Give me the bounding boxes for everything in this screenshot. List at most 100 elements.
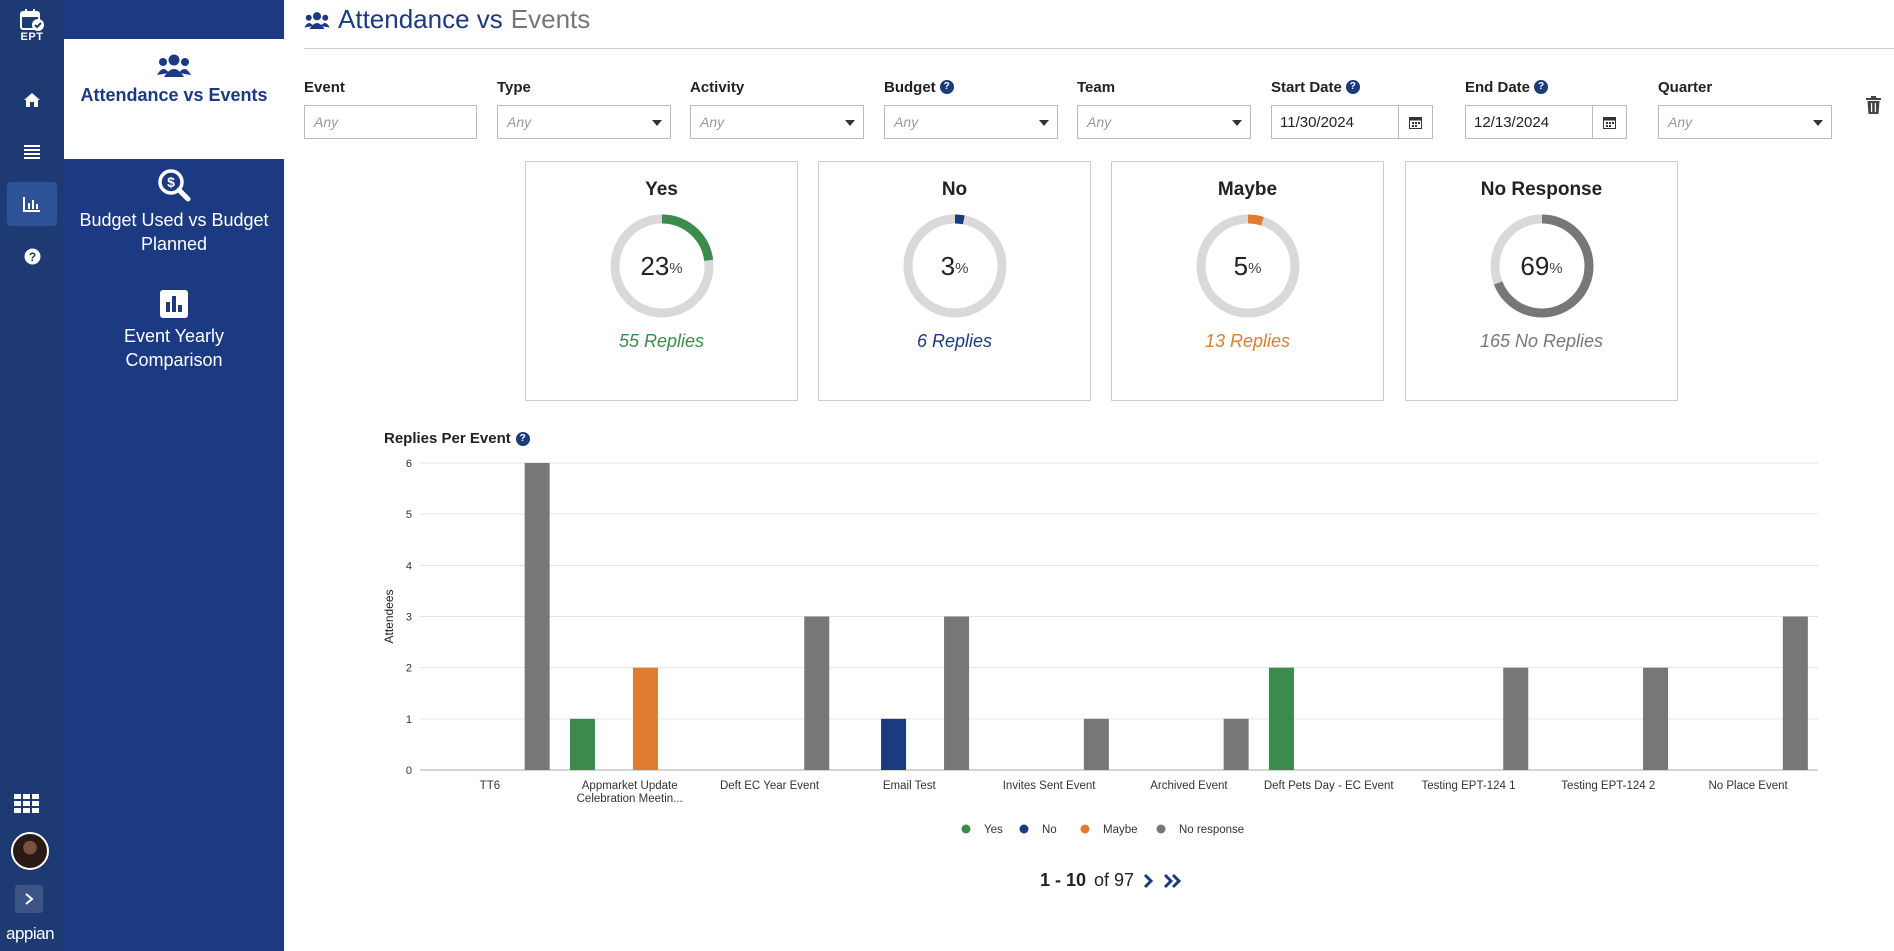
calendar-check-icon [20, 9, 44, 31]
bar-no-response [1503, 667, 1529, 770]
app-rail: EPT ? appian [0, 0, 64, 951]
legend-marker [1156, 824, 1166, 834]
filter-activity: Activity Any [690, 78, 864, 139]
users-icon [304, 11, 330, 29]
bar-no-response [944, 616, 970, 770]
filter-label: Start Date? [1271, 78, 1433, 96]
percent-value: 69 [1520, 250, 1550, 281]
percent-unit: % [955, 260, 969, 277]
event-input[interactable]: Any [304, 105, 477, 139]
page-title-main: Attendance vs [338, 4, 503, 34]
filter-label: Event [304, 78, 345, 96]
summary-card: Maybe 5% 13 Replies [1111, 161, 1384, 401]
card-title: No [941, 179, 968, 200]
percent-value: 5 [1233, 250, 1249, 281]
y-tick-label: 1 [406, 714, 412, 726]
activity-dropdown[interactable]: Any [690, 105, 864, 139]
sidenav-item-budget[interactable]: $ Budget Used vs Budget Planned [64, 168, 284, 278]
y-tick-label: 5 [406, 509, 412, 521]
brand-logo: appian [6, 924, 55, 943]
caret-down-icon [845, 120, 855, 126]
caret-down-icon [1813, 120, 1823, 126]
expand-rail-button[interactable] [15, 885, 43, 913]
team-dropdown[interactable]: Any [1077, 105, 1251, 139]
help-icon[interactable]: ? [1534, 80, 1549, 94]
bar-no-response [804, 616, 830, 770]
card-title: Yes [645, 179, 678, 200]
y-tick-label: 6 [406, 458, 412, 470]
legend-marker [1019, 824, 1029, 834]
filter-start-date: Start Date? 11/30/2024 [1271, 78, 1433, 139]
pager-total: of 97 [1094, 870, 1135, 890]
x-tick-label: Testing EPT-124 2 [1561, 780, 1655, 792]
bar-no [881, 718, 907, 770]
bar-no-response [524, 463, 550, 770]
sidenav-item-label: Event Yearly Comparison [123, 326, 225, 370]
help-icon[interactable]: ? [1345, 80, 1360, 94]
donut-gauge: 69% [1487, 211, 1597, 321]
card-replies: 6 Replies [916, 331, 993, 351]
reports-button[interactable] [7, 182, 57, 226]
caret-down-icon [1232, 120, 1242, 126]
start-date-input[interactable]: 11/30/2024 [1271, 105, 1399, 139]
x-tick-label: Celebration Meetin... [577, 793, 683, 805]
page-title-light: Events [510, 4, 591, 34]
filter-quarter: Quarter Any [1658, 78, 1832, 139]
user-avatar[interactable] [11, 832, 49, 870]
percent-unit: % [1248, 260, 1262, 277]
start-date-picker-button[interactable] [1399, 105, 1433, 139]
clear-filters-button[interactable] [1866, 96, 1881, 119]
replies-per-event-chart: 0 1 2 3 4 5 6 Attendees TT6 Appmarket UpdateCeleb… [382, 458, 1818, 836]
y-tick-label: 2 [406, 663, 412, 675]
filter-label: Type [497, 78, 531, 96]
filter-label: Team [1077, 78, 1116, 96]
legend-label: Yes [984, 824, 1003, 836]
gauge-fill [1196, 214, 1299, 318]
card-title: Maybe [1217, 179, 1278, 200]
app-logo-text: EPT [20, 31, 44, 43]
help-button[interactable]: ? [7, 234, 57, 278]
chart-title-text: Replies Per Event [384, 430, 511, 447]
end-date-picker-button[interactable] [1593, 105, 1627, 139]
pagination: 1 - 10 of 97 [1040, 870, 1182, 891]
apps-grid-button[interactable] [14, 794, 40, 819]
x-tick-label: Email Test [883, 780, 937, 792]
grid-icon [14, 794, 39, 813]
end-date-input[interactable]: 12/13/2024 [1465, 105, 1593, 139]
gauge-percent: 69% [1487, 211, 1597, 321]
bar-no-response [1083, 718, 1109, 770]
type-dropdown[interactable]: Any [497, 105, 671, 139]
question-circle-icon: ? [24, 248, 40, 264]
x-tick-label: Deft EC Year Event [720, 780, 820, 792]
chevron-right-icon[interactable] [1142, 873, 1154, 889]
filter-label: End Date? [1465, 78, 1627, 96]
legend-marker [1080, 824, 1090, 834]
bar-yes [569, 718, 595, 770]
budget-dropdown[interactable]: Any [884, 105, 1058, 139]
y-tick-label: 3 [406, 612, 412, 624]
help-icon[interactable]: ? [515, 431, 530, 446]
type-value: Any [507, 114, 532, 130]
app-logo[interactable]: EPT [12, 8, 52, 48]
page-title: Attendance vs Events [304, 4, 590, 35]
percent-value: 23 [640, 250, 670, 281]
gauge-percent: 5% [1193, 211, 1303, 321]
quarter-dropdown[interactable]: Any [1658, 105, 1832, 139]
donut-gauge: 23% [607, 211, 717, 321]
report-sidenav: Attendance vs Events $ Budget Used vs Bu… [64, 0, 284, 951]
chart-icon [23, 197, 40, 212]
end-date-label: End Date [1465, 78, 1531, 96]
help-icon[interactable]: ? [939, 80, 954, 94]
donut-gauge: 5% [1193, 211, 1303, 321]
home-button[interactable] [7, 78, 57, 122]
legend-marker [961, 824, 971, 834]
list-button[interactable] [7, 130, 57, 174]
calendar-icon [1409, 116, 1422, 129]
double-chevron-right-icon[interactable] [1162, 873, 1182, 889]
pager-range: 1 - 10 [1040, 870, 1087, 890]
filter-label: Quarter [1658, 78, 1713, 96]
filter-team: Team Any [1077, 78, 1251, 139]
sidenav-item-yearly[interactable]: Event Yearly Comparison [64, 290, 284, 390]
sidenav-item-attendance[interactable]: Attendance vs Events [64, 39, 284, 159]
summary-card: No 3% 6 Replies [818, 161, 1091, 401]
